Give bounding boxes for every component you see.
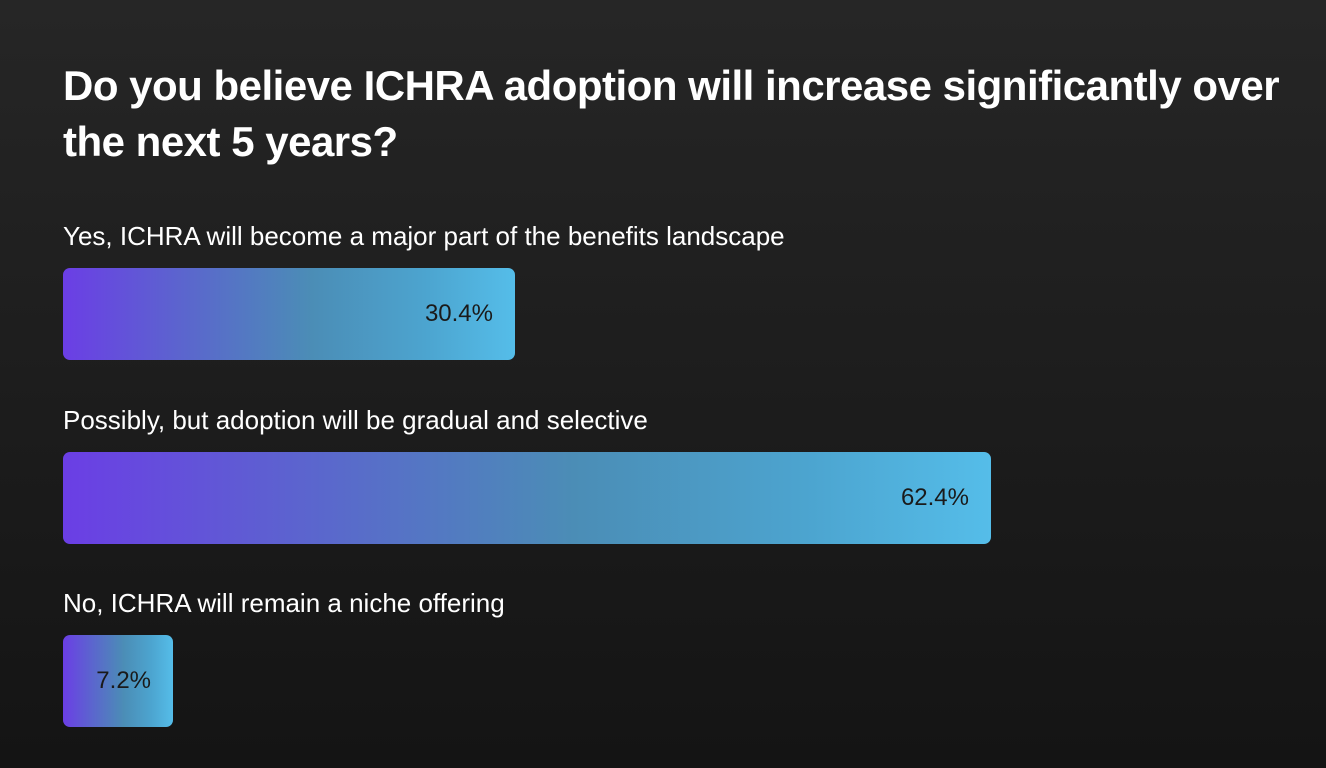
poll-option: No, ICHRA will remain a niche offering 7…	[63, 575, 1283, 759]
poll-question: Do you believe ICHRA adoption will incre…	[63, 62, 1280, 165]
bar-value-label: 62.4%	[900, 483, 969, 511]
result-bar: 62.4%	[63, 451, 991, 544]
poll-options: Yes, ICHRA will become a major part of t…	[63, 208, 1283, 759]
bar-track: 30.4%	[63, 268, 1283, 360]
option-label: Possibly, but adoption will be gradual a…	[63, 404, 648, 435]
bar-value-label: 7.2%	[96, 667, 151, 694]
option-label: Yes, ICHRA will become a major part of t…	[63, 221, 785, 251]
bar-track: 62.4%	[63, 451, 1283, 544]
result-bar: 30.4%	[63, 268, 515, 360]
result-bar: 7.2%	[63, 635, 173, 727]
bar-track: 7.2%	[63, 635, 1283, 727]
bar-value-label: 30.4%	[424, 300, 493, 327]
poll-option: Possibly, but adoption will be gradual a…	[63, 392, 1283, 576]
poll-card: Do you believe ICHRA adoption will incre…	[63, 58, 1283, 759]
poll-option: Yes, ICHRA will become a major part of t…	[63, 208, 1283, 392]
option-label: No, ICHRA will remain a niche offering	[63, 588, 505, 618]
